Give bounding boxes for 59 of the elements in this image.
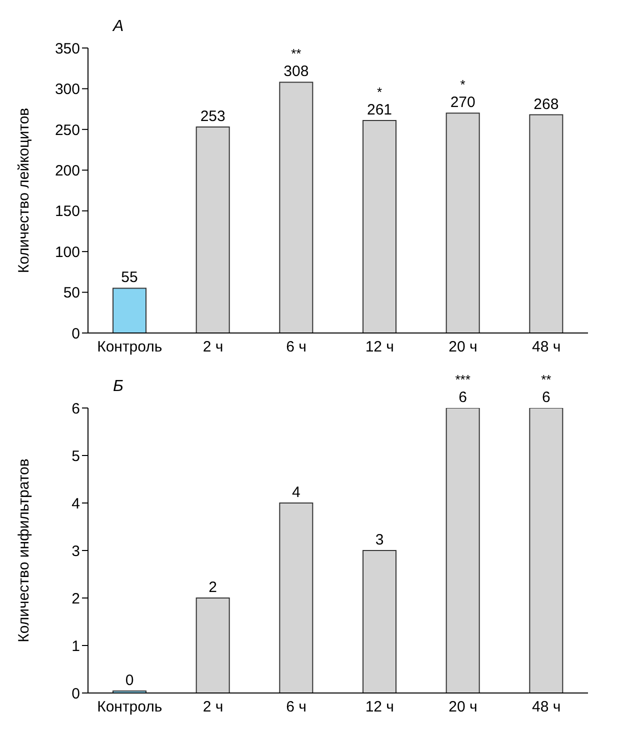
bar [196, 126, 230, 333]
data-label: 6 [458, 389, 468, 406]
chart-title: А [113, 18, 124, 36]
bar [529, 114, 564, 333]
bar [446, 408, 480, 693]
bar [529, 408, 564, 693]
y-tick-label: 50 [63, 284, 80, 302]
bar [196, 598, 230, 693]
y-tick-label: 250 [54, 122, 80, 139]
y-tick-label: 0 [72, 325, 80, 342]
bar [279, 82, 314, 333]
annotation: ** [291, 46, 302, 62]
bar [279, 502, 314, 693]
y-tick-label: 5 [72, 448, 80, 465]
data-label: 308 [284, 63, 309, 80]
y-tick-label: 350 [54, 40, 80, 58]
x-tick-label: 2 ч [202, 338, 224, 356]
x-tick-label: Контроль [97, 698, 162, 716]
data-label: 4 [292, 484, 300, 501]
y-axis-title: Количество лейкоцитов [15, 108, 32, 274]
annotation: * [376, 84, 382, 100]
x-tick-label: 20 ч [448, 698, 478, 716]
y-tick-label: 1 [72, 638, 80, 655]
x-tick-label: 12 ч [365, 338, 394, 356]
y-tick-label: 300 [54, 81, 80, 98]
bar [362, 120, 396, 333]
y-tick-label: 2 [72, 590, 80, 608]
y-tick-label: 3 [72, 542, 80, 560]
data-label: 55 [121, 269, 138, 286]
x-tick-label: 6 ч [286, 698, 306, 716]
data-label: 2 [208, 579, 218, 596]
x-tick-label: 2 ч [202, 698, 224, 716]
data-label: 0 [125, 672, 134, 689]
data-label: 253 [200, 108, 226, 125]
y-axis-title: Количество инфильтратов [15, 458, 32, 642]
x-tick-label: 48 ч [532, 698, 561, 716]
data-label: 261 [366, 101, 392, 118]
x-tick-label: 20 ч [448, 338, 478, 356]
annotation: * [460, 77, 466, 92]
bar [446, 112, 480, 333]
y-tick-label: 0 [72, 685, 80, 702]
annotation: ** [541, 372, 552, 387]
bar [362, 550, 396, 693]
data-label: 3 [375, 532, 384, 548]
y-tick-label: 100 [54, 244, 80, 261]
data-label: 6 [542, 389, 550, 406]
x-tick-label: Контроль [97, 338, 162, 356]
chart-title: Б [113, 378, 124, 396]
data-label: 268 [534, 96, 559, 113]
y-tick-label: 6 [72, 400, 80, 418]
x-tick-label: 48 ч [532, 338, 561, 356]
y-tick-label: 150 [54, 203, 80, 220]
x-tick-label: 6 ч [286, 338, 306, 356]
bar [112, 288, 146, 333]
data-label: 270 [450, 94, 476, 112]
annotation: *** [455, 372, 470, 387]
y-tick-label: 4 [72, 495, 80, 512]
x-tick-label: 12 ч [365, 698, 394, 716]
y-tick-label: 200 [54, 162, 80, 180]
